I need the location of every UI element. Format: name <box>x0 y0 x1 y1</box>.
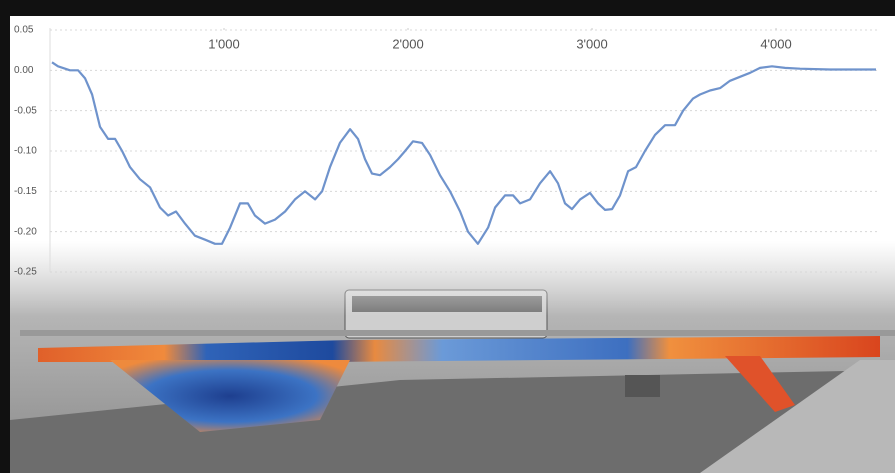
chart-background <box>10 16 895 316</box>
truck <box>625 375 660 397</box>
y-tick-label: 0.00 <box>14 65 34 76</box>
y-tick-label: -0.05 <box>14 105 37 116</box>
embankment <box>700 360 895 473</box>
x-tick-label: 3'000 <box>576 36 607 51</box>
data-line <box>51 61 876 245</box>
y-tick-label: -0.10 <box>14 146 37 157</box>
y-tick-label: -0.25 <box>14 267 37 278</box>
y-tick-label: 0.05 <box>14 25 34 36</box>
x-tick-label: 1'000 <box>208 36 239 51</box>
x-tick-label: 2'000 <box>392 36 423 51</box>
bridge-deck <box>38 336 880 362</box>
y-tick-label: -0.20 <box>14 226 37 237</box>
x-tick-label: 4'000 <box>760 36 791 51</box>
bridge-pier <box>110 360 350 432</box>
railing <box>20 330 895 336</box>
bridge-strut <box>725 356 795 412</box>
road <box>10 370 895 473</box>
y-tick-label: -0.15 <box>14 186 37 197</box>
